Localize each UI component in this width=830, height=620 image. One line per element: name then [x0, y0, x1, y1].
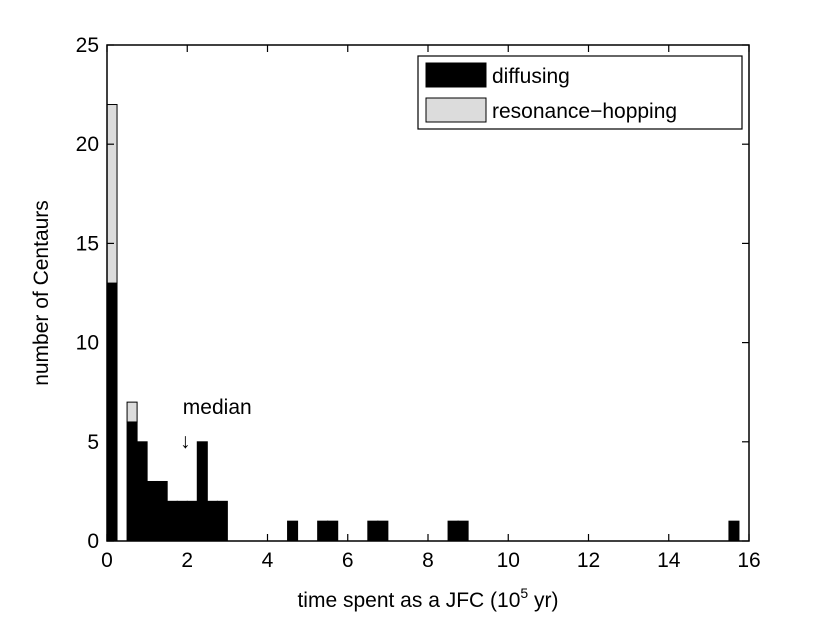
bars-group — [106, 104, 740, 542]
y-tick-label: 0 — [87, 530, 99, 553]
bar-resonance-hopping-0 — [106, 104, 118, 284]
bar-diffusing-18 — [327, 520, 339, 542]
x-tick-label: 2 — [181, 549, 193, 572]
y-axis-label: number of Centaurs — [30, 200, 53, 386]
bar-diffusing-10 — [206, 500, 218, 542]
y-tick-label: 10 — [76, 332, 99, 355]
bar-diffusing-17 — [317, 520, 329, 542]
ticks-group: 0 2 4 6 8 10 12 14 16 0 5 10 15 20 25 — [76, 34, 761, 572]
bar-diffusing-20 — [377, 520, 389, 542]
bar-diffusing-16 — [287, 520, 299, 542]
plot-frame — [106, 44, 750, 542]
x-tick-label: 12 — [577, 549, 600, 572]
bar-diffusing-7 — [176, 500, 188, 542]
y-tick-label: 15 — [76, 232, 99, 255]
bar-diffusing-0 — [106, 282, 118, 542]
x-tick-label: 10 — [497, 549, 520, 572]
bar-diffusing-9 — [196, 441, 208, 542]
x-tick-label: 14 — [657, 549, 681, 572]
x-tick-label: 6 — [342, 549, 354, 572]
x-tick-label: 4 — [262, 549, 274, 572]
x-tick-label: 8 — [422, 549, 434, 572]
bar-diffusing-2 — [126, 421, 138, 542]
bar-diffusing-4 — [146, 480, 158, 542]
bar-diffusing-19 — [367, 520, 379, 542]
bar-diffusing-11 — [216, 500, 228, 542]
y-tick-label: 25 — [76, 34, 99, 57]
bar-diffusing-21 — [447, 520, 459, 542]
bar-diffusing-8 — [186, 500, 198, 542]
legend-label-diffusing: diffusing — [492, 65, 570, 88]
x-tick-label: 0 — [101, 549, 113, 572]
median-annotation-label: median — [183, 396, 252, 419]
bar-resonance-hopping-2 — [126, 401, 138, 423]
y-tick-label: 5 — [87, 431, 99, 454]
bar-diffusing-6 — [166, 500, 178, 542]
legend-label-resonance-hopping: resonance−hopping — [492, 100, 677, 123]
legend: diffusing resonance−hopping — [417, 55, 743, 130]
legend-swatch-resonance-hopping — [425, 97, 487, 123]
median-arrow-icon: ↓ — [180, 430, 191, 453]
bar-diffusing-3 — [136, 441, 148, 542]
x-tick-label: 16 — [737, 549, 760, 572]
bar-diffusing-5 — [156, 480, 168, 542]
legend-swatch-diffusing — [425, 62, 487, 88]
y-tick-label: 20 — [76, 133, 99, 156]
x-axis-label: time spent as a JFC (105 yr) — [297, 585, 558, 612]
bar-diffusing-22 — [457, 520, 469, 542]
bar-diffusing-23 — [728, 520, 740, 542]
